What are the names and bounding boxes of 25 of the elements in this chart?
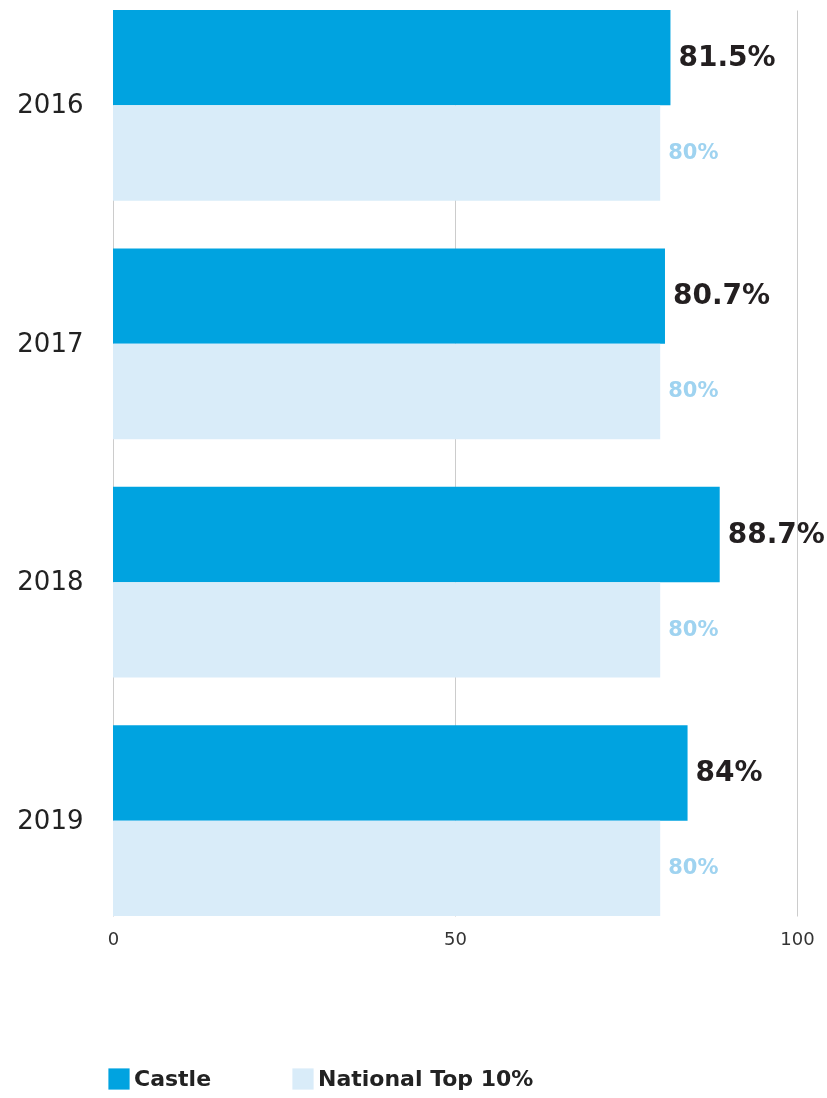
data-label: 88.7% [727, 516, 825, 550]
y-tick-label: 2019 [17, 804, 84, 835]
data-label: 80% [668, 616, 719, 641]
bar [113, 10, 671, 106]
bar [113, 248, 665, 344]
y-tick-label: 2018 [17, 566, 84, 597]
bar [113, 820, 661, 916]
x-tick-label: 100 [780, 927, 815, 949]
data-label: 81.5% [678, 39, 776, 73]
bar [113, 725, 688, 821]
bar [113, 105, 661, 201]
legend-label: National Top 10% [318, 1066, 534, 1091]
data-label: 80% [668, 140, 719, 165]
bar [113, 486, 720, 583]
data-label: 80% [668, 855, 719, 880]
x-tick-label: 0 [107, 927, 120, 949]
data-label: 84% [695, 754, 763, 788]
data-label: 80% [668, 378, 719, 403]
legend-label: Castle [134, 1066, 212, 1091]
bar [113, 343, 661, 440]
bar [113, 582, 661, 678]
y-tick-label: 2016 [17, 89, 84, 120]
data-label: 80.7% [672, 278, 771, 312]
x-tick-label: 50 [444, 927, 467, 949]
y-tick-label: 2017 [17, 327, 84, 358]
